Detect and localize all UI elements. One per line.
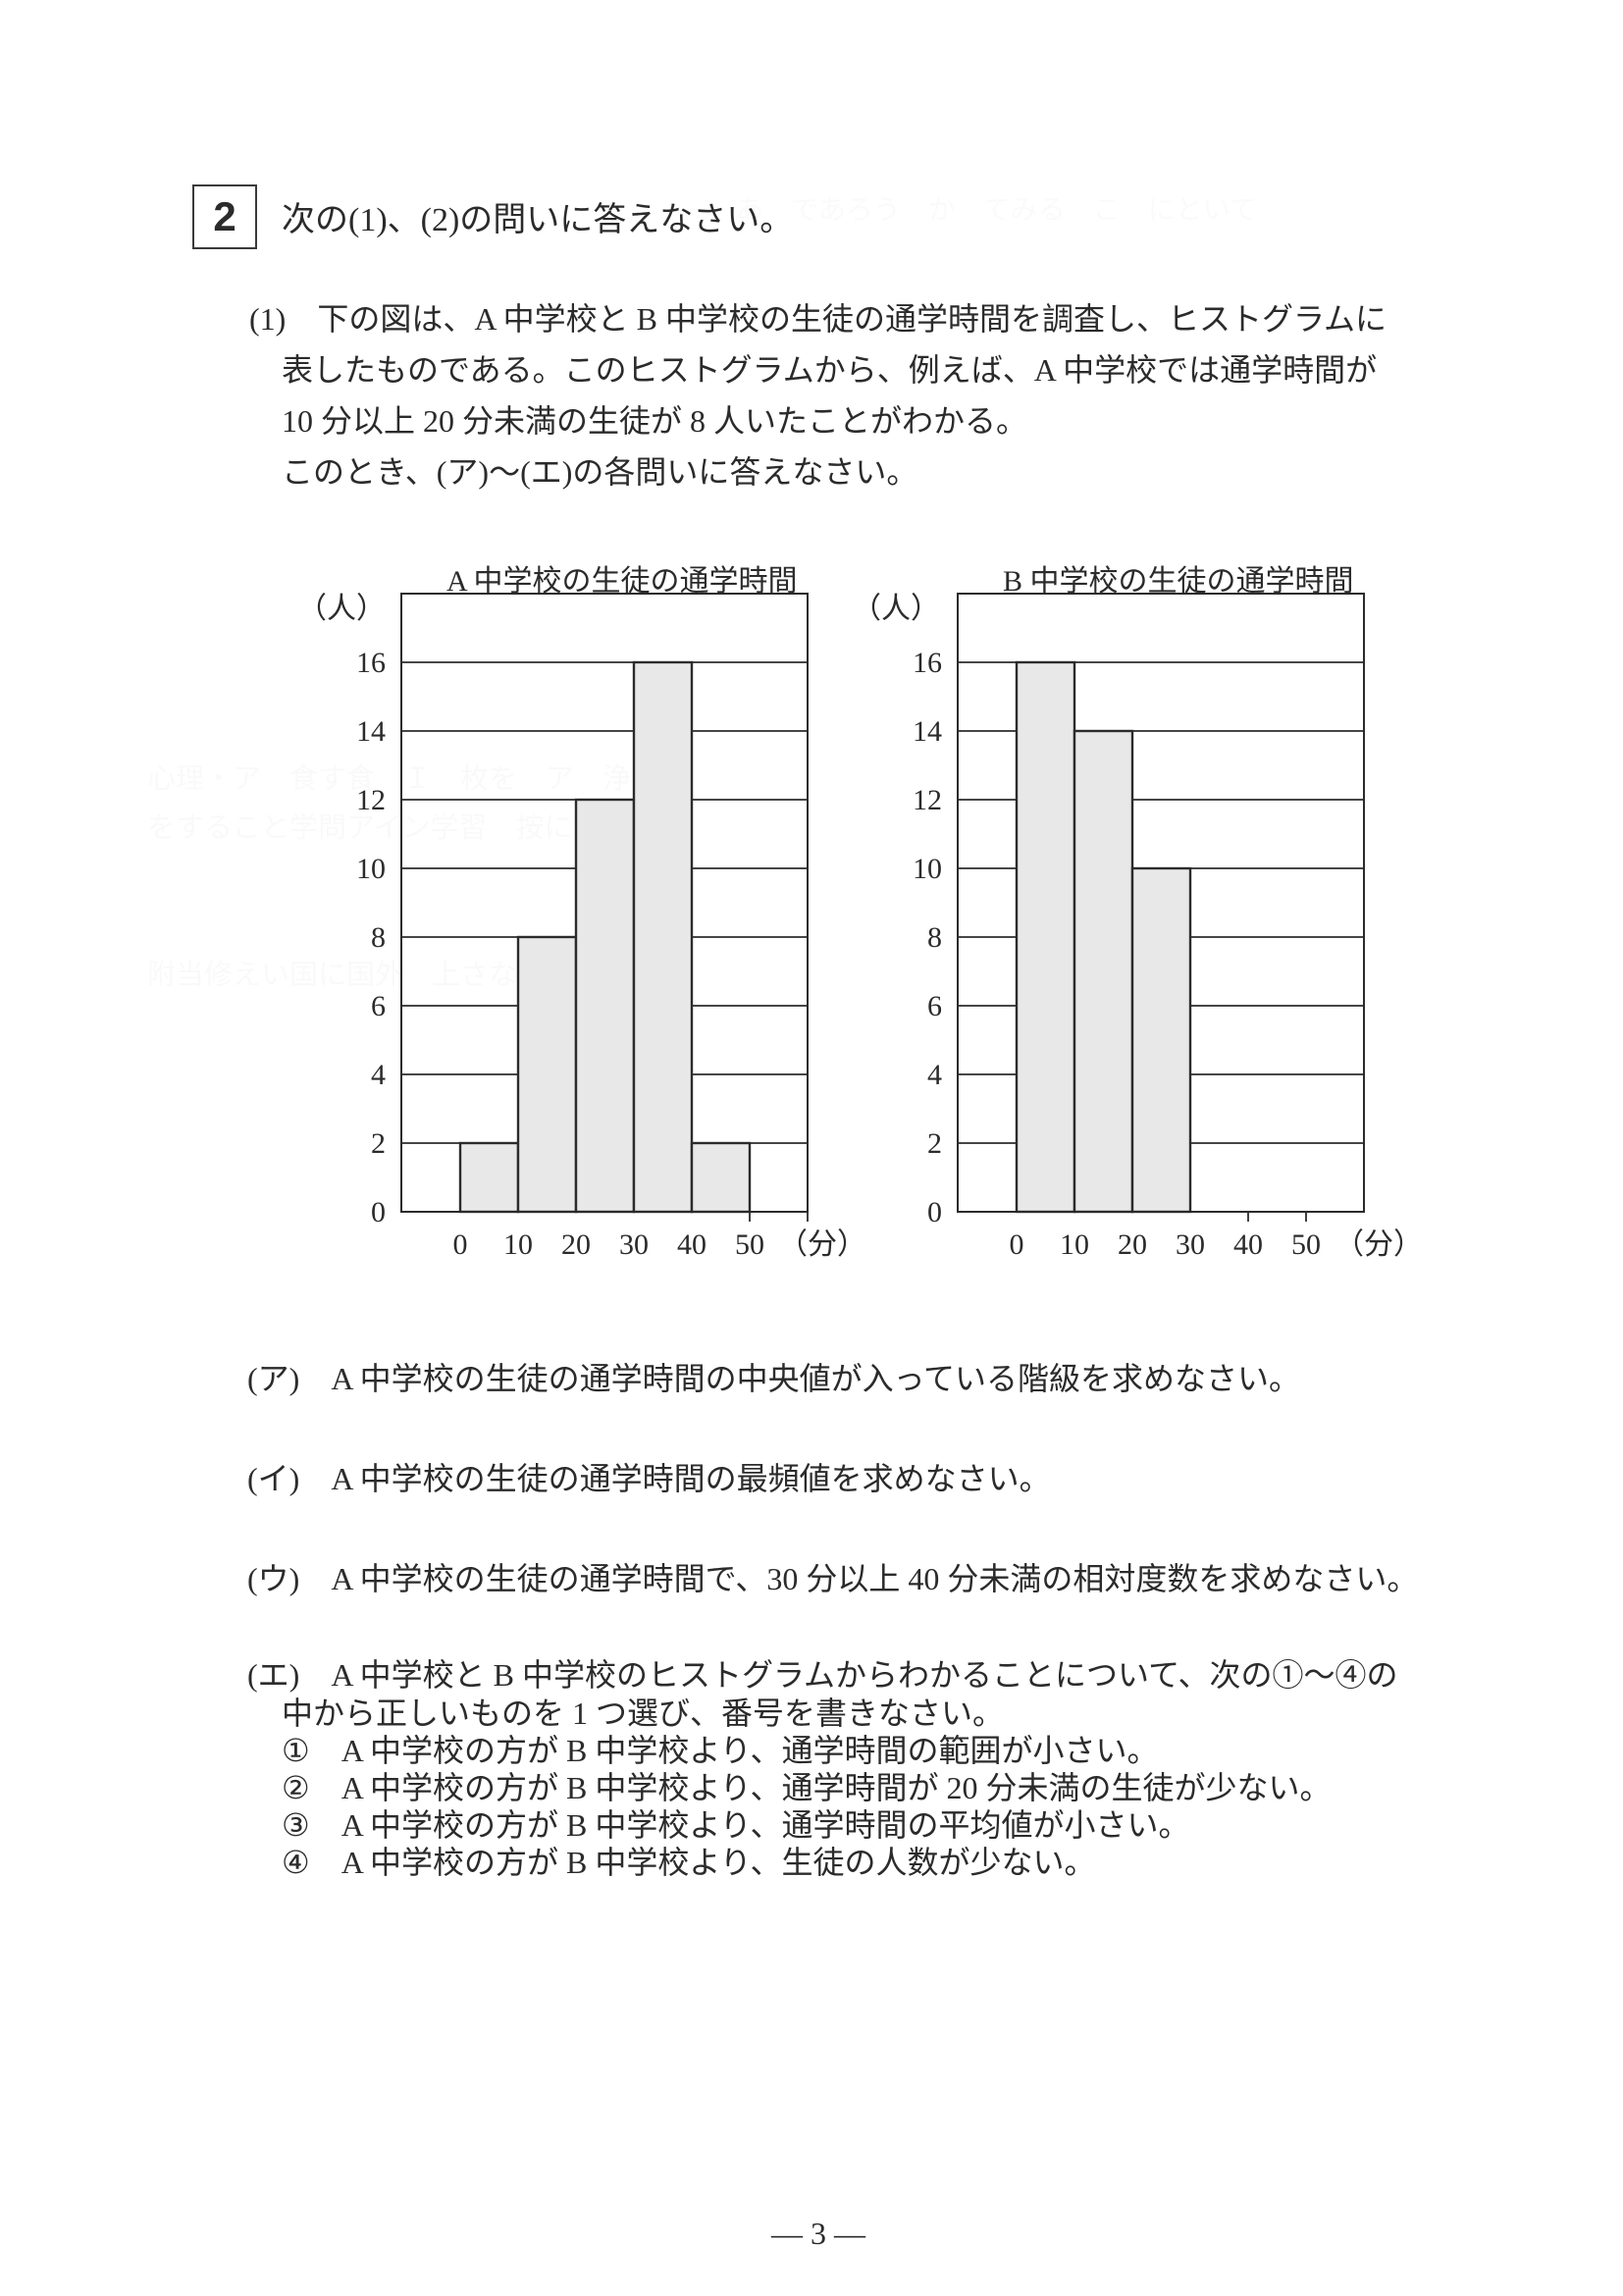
svg-text:20: 20 [1118,1228,1147,1261]
svg-text:16: 16 [913,647,942,679]
svg-text:10: 10 [1060,1228,1089,1261]
svg-text:10: 10 [913,853,942,885]
svg-text:14: 14 [913,715,942,748]
svg-text:8: 8 [927,921,942,954]
svg-text:4: 4 [927,1059,942,1091]
svg-text:40: 40 [1233,1228,1263,1261]
svg-text:30: 30 [1176,1228,1205,1261]
svg-text:50: 50 [1291,1228,1321,1261]
svg-text:（分）: （分） [1335,1228,1423,1261]
svg-text:（人）: （人） [852,593,940,625]
svg-text:0: 0 [927,1196,942,1228]
svg-text:6: 6 [927,990,942,1022]
svg-text:12: 12 [913,784,942,816]
svg-text:0: 0 [1010,1228,1024,1261]
svg-text:2: 2 [927,1127,942,1160]
